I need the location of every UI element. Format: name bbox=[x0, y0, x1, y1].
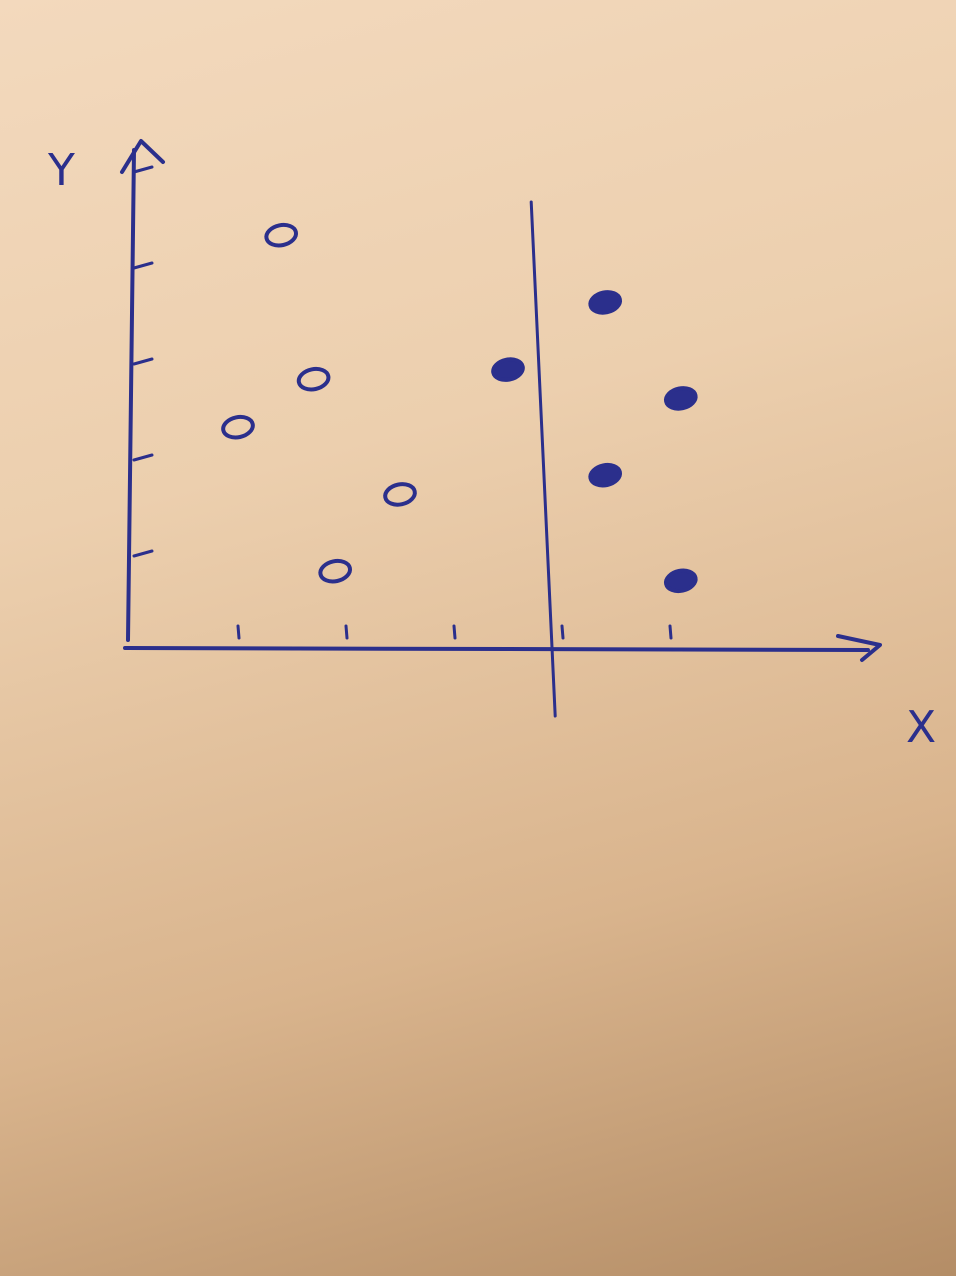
y-tick-1 bbox=[132, 549, 154, 558]
x-axis-arrow bbox=[836, 634, 882, 662]
x-tick-3 bbox=[452, 624, 457, 640]
x-tick-1 bbox=[236, 624, 241, 640]
ticks bbox=[132, 165, 673, 640]
filled-point-4 bbox=[588, 462, 623, 488]
filled-point-2 bbox=[588, 290, 623, 315]
open-point-3 bbox=[221, 414, 255, 440]
y-axis bbox=[126, 148, 136, 642]
filled-point-5 bbox=[663, 568, 698, 594]
y-axis-arrow bbox=[120, 139, 165, 174]
open-point-4 bbox=[383, 482, 417, 507]
y-tick-2 bbox=[132, 453, 154, 462]
x-tick-5 bbox=[668, 624, 673, 640]
open-point-1 bbox=[264, 222, 299, 248]
open-point-2 bbox=[296, 366, 331, 392]
filled-point-3 bbox=[663, 386, 698, 411]
x-tick-4 bbox=[560, 624, 565, 640]
separator-line bbox=[529, 200, 557, 718]
y-axis-label: Y bbox=[47, 145, 75, 196]
y-tick-4 bbox=[132, 261, 154, 270]
open-point-5 bbox=[318, 558, 353, 584]
y-tick-3 bbox=[132, 357, 154, 366]
filled-point-1 bbox=[491, 357, 525, 382]
x-tick-2 bbox=[344, 624, 349, 640]
data-points bbox=[221, 222, 698, 594]
axes bbox=[120, 139, 882, 662]
y-tick-5 bbox=[132, 165, 154, 174]
x-axis bbox=[123, 646, 870, 652]
x-axis-label: X bbox=[906, 702, 936, 753]
